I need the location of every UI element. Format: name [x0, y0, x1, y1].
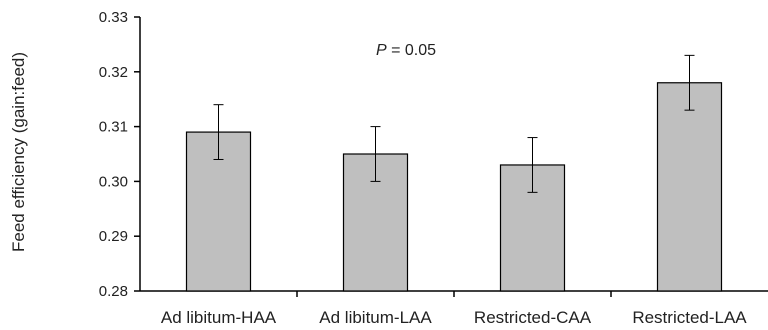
y-tick-label: 0.30	[99, 173, 128, 190]
y-tick-label: 0.29	[99, 228, 128, 245]
p-value: = 0.05	[387, 42, 436, 59]
x-axis	[140, 290, 768, 297]
bars	[185, 82, 723, 292]
category-label: Ad libitum-LAA	[319, 308, 432, 327]
bar	[656, 82, 723, 292]
y-axis-title: Feed efficiency (gain:feed)	[9, 52, 28, 252]
category-label: Restricted-CAA	[474, 308, 592, 327]
category-label: Restricted-LAA	[632, 308, 747, 327]
y-tick-label: 0.32	[99, 64, 128, 81]
category-labels: Ad libitum-HAA Ad libitum-LAA Restricted-C…	[161, 308, 747, 327]
p-value-annotation: P = 0.05	[376, 42, 436, 59]
y-tick-label: 0.31	[99, 119, 128, 136]
y-tick-label: 0.33	[99, 9, 128, 26]
y-tick-label: 0.28	[99, 283, 128, 300]
p-symbol: P	[376, 42, 387, 59]
error-bars	[213, 54, 695, 193]
y-axis	[134, 16, 141, 292]
category-label: Ad libitum-HAA	[161, 308, 277, 327]
tick-labels: 0.28 0.29 0.30 0.31 0.32 0.33	[99, 9, 128, 300]
